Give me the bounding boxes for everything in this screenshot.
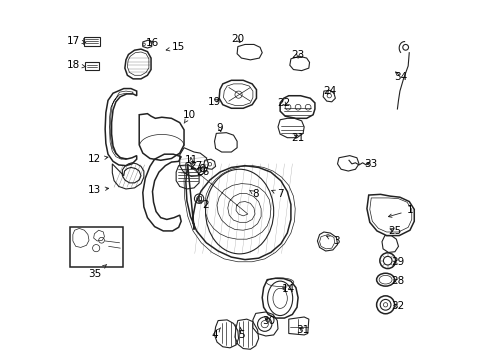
Text: 7: 7 — [271, 189, 284, 199]
Text: 10: 10 — [183, 111, 196, 123]
Text: 26: 26 — [196, 167, 209, 177]
Text: 15: 15 — [166, 42, 185, 52]
Text: 25: 25 — [388, 226, 401, 236]
Text: 17: 17 — [67, 36, 86, 46]
Text: 18: 18 — [67, 60, 86, 70]
Bar — [70, 226, 123, 267]
Text: 31: 31 — [296, 325, 309, 335]
Text: 13: 13 — [88, 185, 109, 195]
Text: 8: 8 — [249, 189, 259, 199]
Text: 34: 34 — [394, 72, 408, 82]
Text: 28: 28 — [391, 276, 404, 286]
Text: 9: 9 — [217, 123, 223, 133]
Text: 4: 4 — [211, 328, 220, 340]
Text: 5: 5 — [238, 327, 245, 340]
Text: 27: 27 — [189, 161, 202, 171]
Text: 33: 33 — [365, 159, 378, 169]
Text: 29: 29 — [391, 257, 404, 267]
Text: 1: 1 — [389, 206, 413, 217]
Text: 30: 30 — [262, 316, 275, 325]
Text: 3: 3 — [326, 236, 340, 246]
Text: 2: 2 — [199, 200, 209, 210]
Text: 20: 20 — [231, 35, 245, 44]
Text: 24: 24 — [324, 86, 337, 96]
Text: 12: 12 — [88, 154, 108, 164]
Text: 22: 22 — [277, 98, 291, 108]
Text: 16: 16 — [146, 38, 159, 48]
Text: 35: 35 — [89, 265, 107, 279]
Text: 6: 6 — [198, 164, 205, 174]
Text: 11: 11 — [185, 155, 198, 165]
Text: 14: 14 — [281, 284, 294, 294]
Text: 23: 23 — [292, 50, 305, 60]
Text: 21: 21 — [292, 133, 305, 143]
Text: 32: 32 — [391, 301, 404, 311]
Text: 19: 19 — [208, 97, 221, 107]
